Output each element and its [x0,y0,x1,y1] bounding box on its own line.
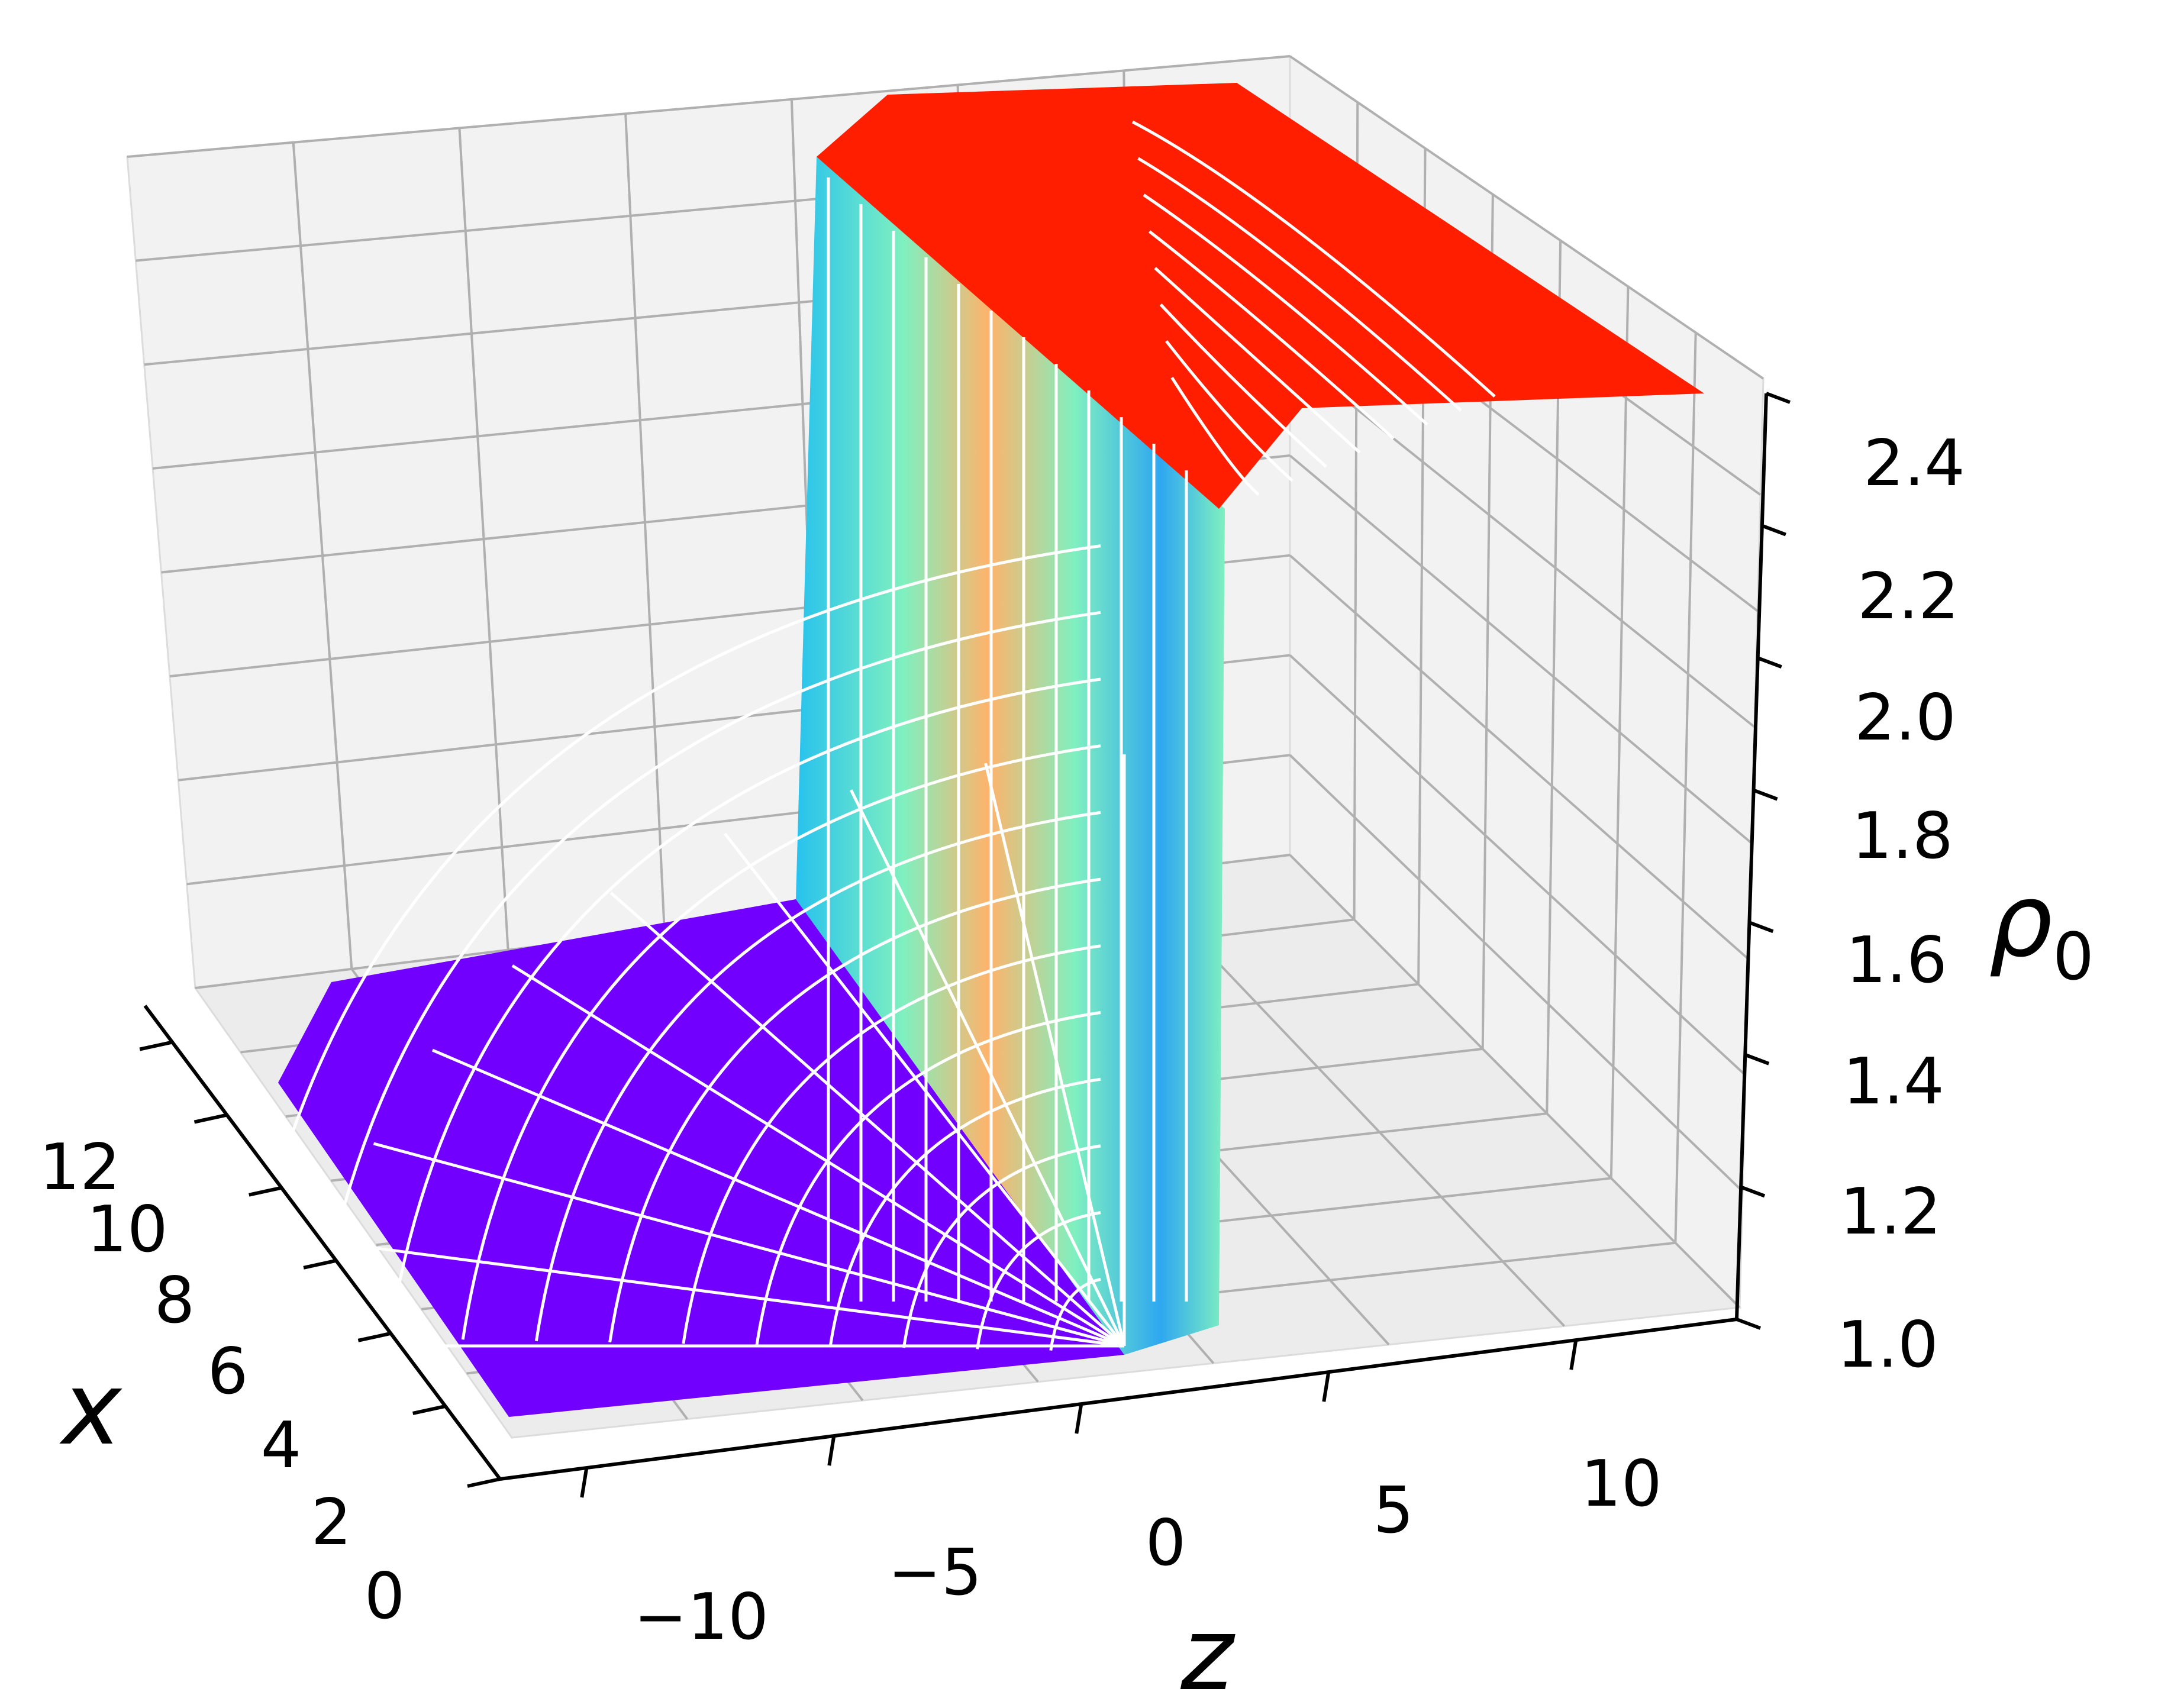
surface-mesh [241,120,1496,1351]
axis-lines [143,393,1768,1481]
z-axis-line [1735,393,1768,1320]
tick-marks [139,392,1791,1498]
y-tick-label: 10 [1580,1447,1662,1521]
surface-mesh-line [609,892,1125,1347]
x-tick-mark [193,1113,228,1124]
x-axis-title: x [59,1351,123,1468]
surface-mesh-line [431,1048,1125,1348]
z-tick-mark [1740,1185,1766,1198]
surface-mesh-line [828,1077,1101,1347]
surface-mesh-line [1154,267,1361,454]
z-axis-title-symbol: ρ [1989,863,2053,980]
surface-mesh-line [461,744,1101,1340]
y-tick-label: 5 [1373,1474,1414,1548]
y-tick-mark [1075,1403,1083,1434]
y-tick-label: −5 [888,1536,982,1610]
y-tick-labels: −10 −5 0 5 10 [634,1447,1662,1654]
y-tick-mark [1322,1371,1331,1402]
z-axis-title-subscript: 0 [2053,919,2094,995]
grid-line [1289,854,1741,1309]
surface-mesh-line [534,811,1101,1341]
y-axis-title: z [1180,1596,1236,1708]
x-tick-mark [139,1040,173,1051]
z-tick-label: 1.2 [1840,1175,1941,1249]
y-tick-mark [827,1435,836,1466]
surface-mesh-line [850,789,1126,1347]
surface-mesh-line [337,1241,1125,1348]
x-tick-label: 6 [208,1335,249,1409]
grid-line [1289,754,1744,1193]
grid-line [127,55,1291,158]
x-tick-mark [249,1186,282,1197]
surface [241,83,1704,1417]
z-axis-title: ρ0 [1989,863,2094,995]
grid-line [1289,55,1765,380]
grid-line [1674,332,1697,1243]
surface-mesh-line [1143,193,1428,426]
z-tick-mark [1736,1318,1762,1330]
surface-mesh-line [1159,303,1327,468]
y-tick-mark [580,1467,589,1498]
z-tick-mark [1761,524,1786,537]
x-axis-line [143,1005,502,1480]
y-axis-line [499,1318,1737,1481]
surface-mesh-line [1165,340,1293,482]
surface-mesh-line [241,544,1101,1336]
surface-mesh-line [1131,120,1496,398]
y-tick-mark [1569,1339,1578,1370]
z-tick-label: 2.2 [1857,560,1959,634]
z-tick-mark [1744,1053,1770,1066]
x-tick-label: 4 [261,1409,302,1483]
z-tick-label: 1.8 [1851,799,1953,873]
z-tick-label: 1.4 [1843,1045,1944,1119]
grid-line [1609,286,1630,1179]
surface-mesh-line [314,611,1101,1338]
z-tick-labels: 1.0 1.2 1.4 1.6 1.8 2.0 2.2 2.4 [1837,427,1965,1382]
x-tick-mark [303,1258,337,1270]
y-tick-label: −10 [634,1580,769,1654]
x-tick-label: 8 [154,1264,195,1338]
grid-line [1289,654,1747,1076]
x-tick-mark [467,1477,501,1488]
grid-line [1289,354,1756,728]
high-plateau-surface [817,83,1704,509]
x-tick-label: 12 [39,1131,120,1205]
grid-line [458,128,509,950]
z-tick-mark [1749,921,1774,934]
surface-mesh-line [373,1142,1125,1348]
grid-line [624,114,666,931]
surface-mesh-line [388,677,1101,1339]
surface-mesh-line [1137,157,1462,412]
x-tick-label: 2 [311,1486,352,1560]
surface-mesh-line [1148,230,1395,440]
grid-line [1289,554,1750,960]
x-tick-mark [412,1404,446,1415]
surface-mesh-line [1170,376,1260,496]
z-tick-label: 1.6 [1846,924,1947,997]
z-tick-label: 2.4 [1863,427,1965,501]
z-tick-label: 1.0 [1837,1308,1938,1382]
x-tick-label: 10 [86,1193,167,1267]
x-tick-labels: 0 2 4 6 8 10 12 [39,1131,405,1633]
x-tick-label: 0 [364,1560,405,1633]
grid-line [292,142,353,969]
z-tick-label: 2.0 [1854,681,1956,755]
z-tick-mark [1757,656,1782,669]
y-tick-label: 0 [1146,1506,1186,1580]
grid-line [1289,454,1753,844]
surface-mesh-line [976,1211,1101,1349]
x-tick-mark [357,1331,392,1342]
z-tick-mark [1765,392,1791,404]
cliff-face-surface [796,157,1225,1355]
z-tick-mark [1753,788,1778,801]
